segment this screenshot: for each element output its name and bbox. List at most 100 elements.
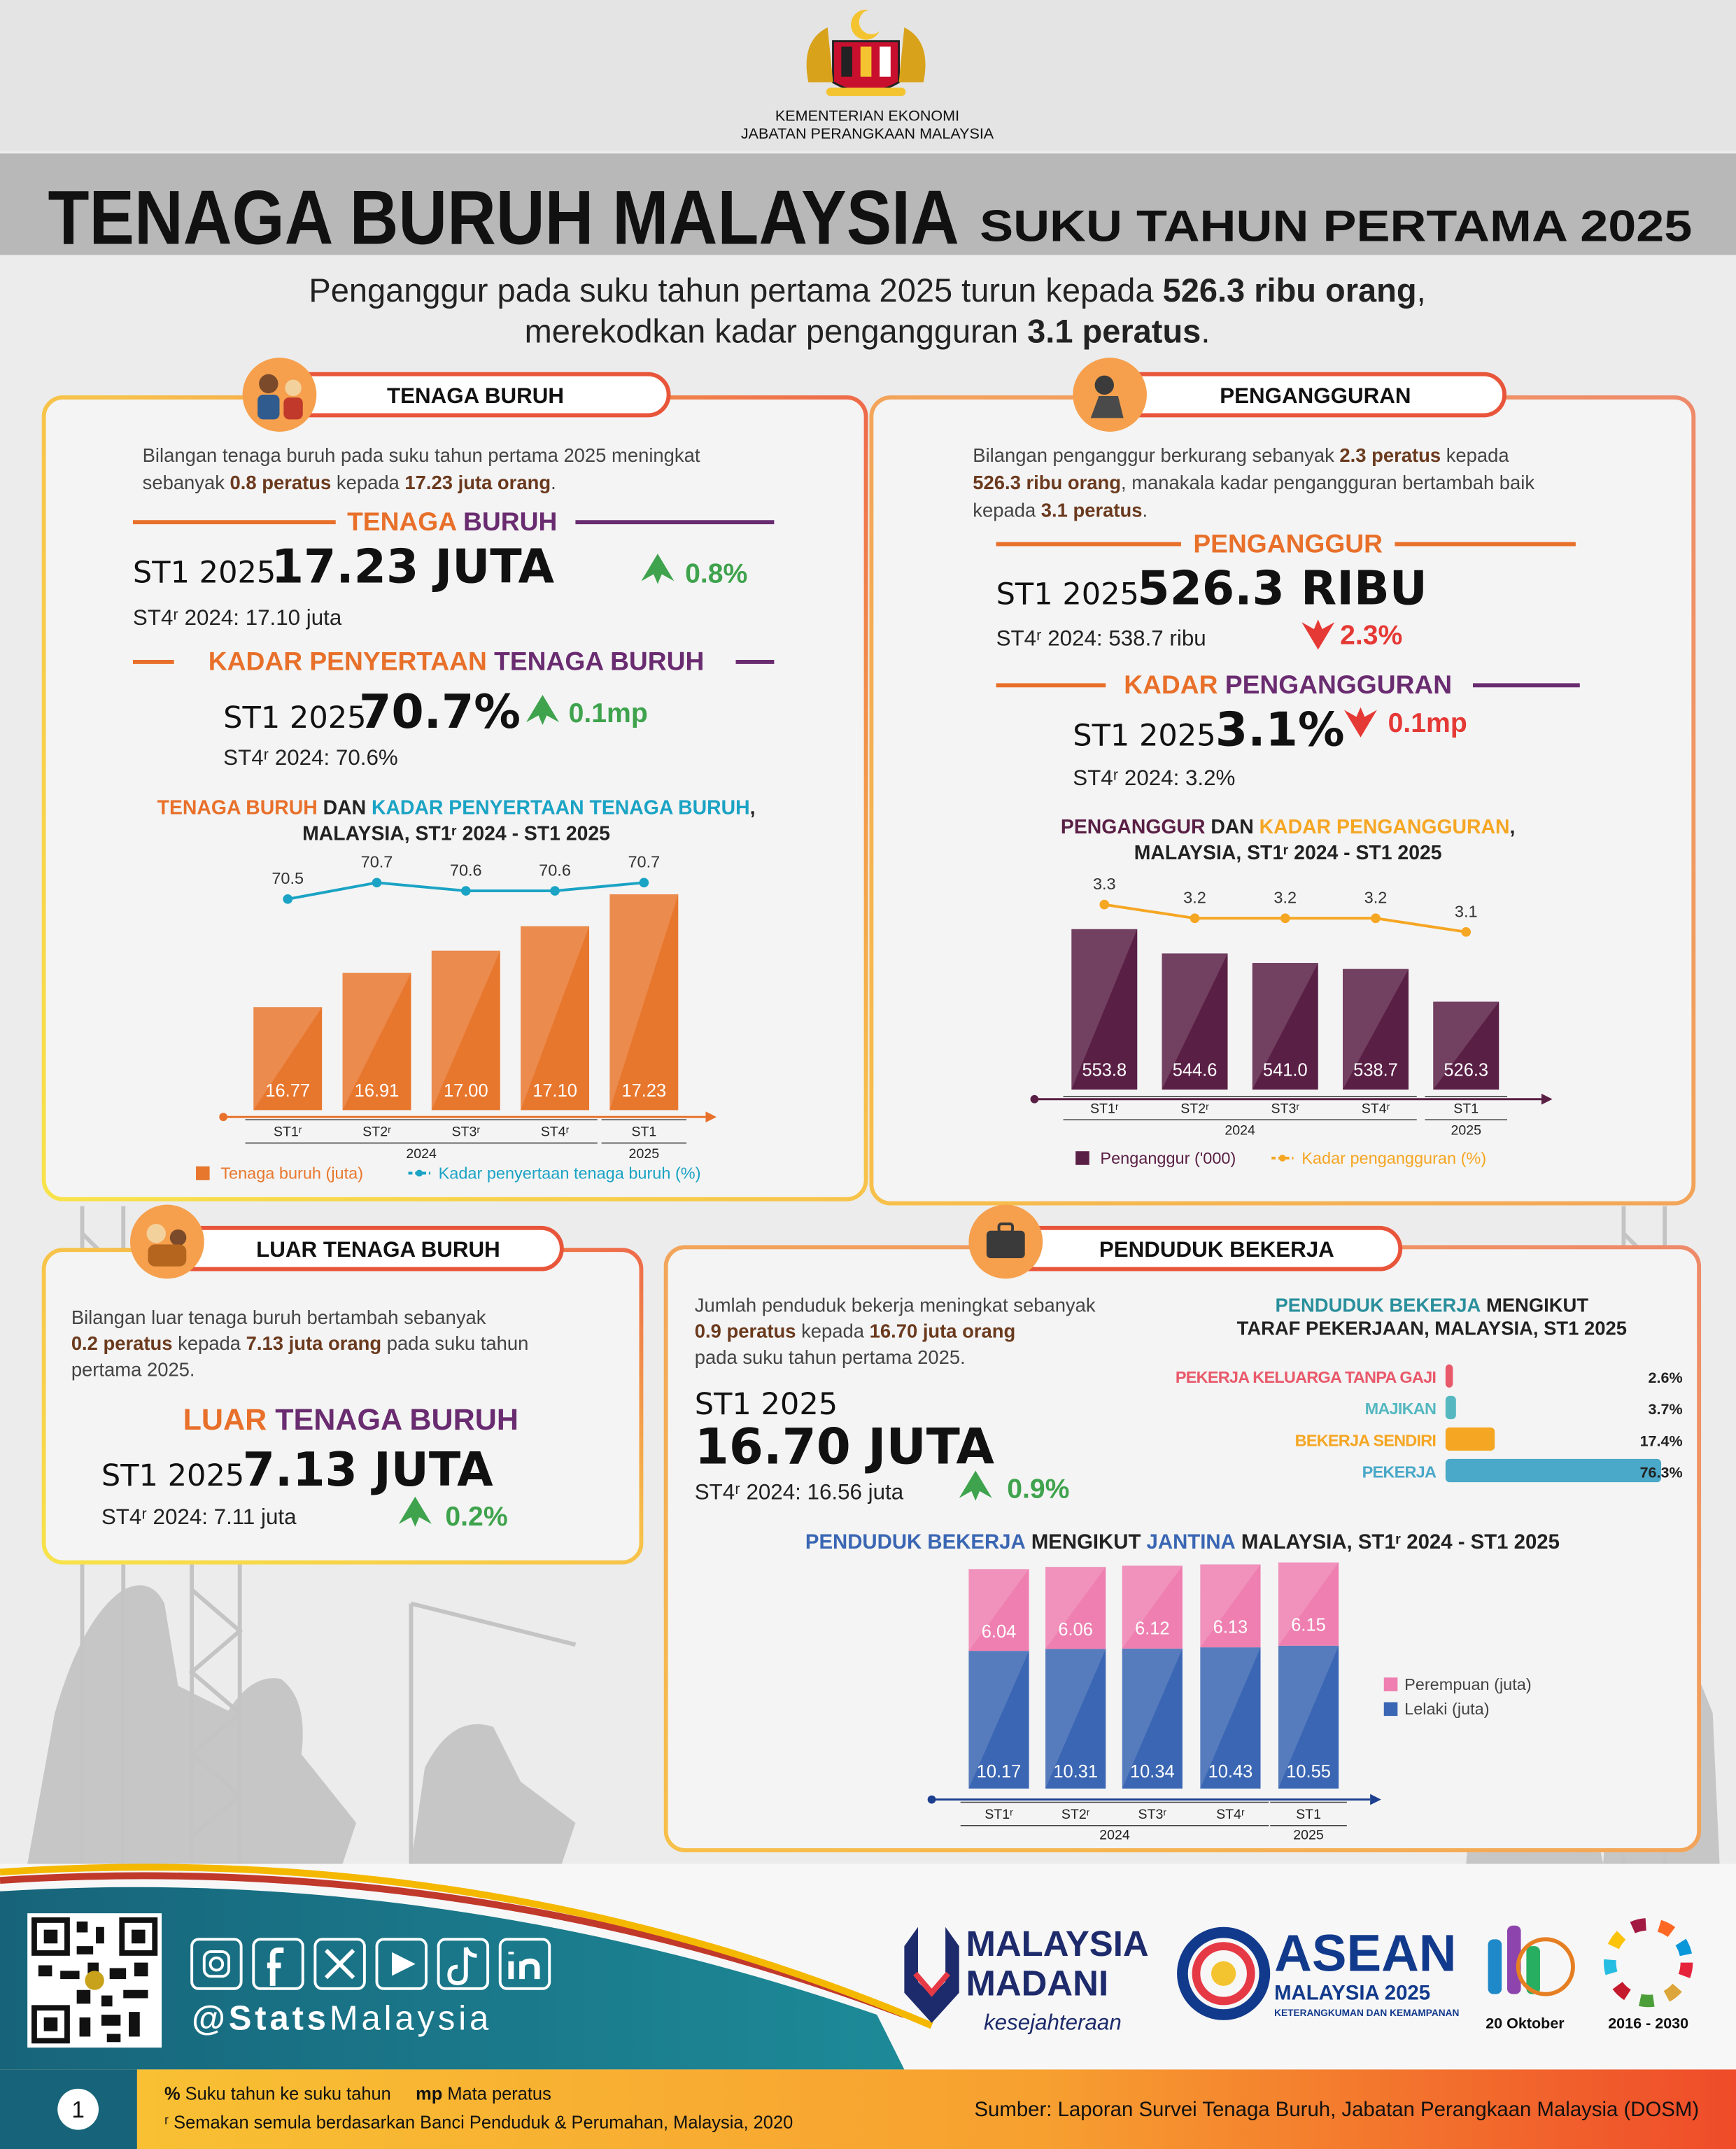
bar [521,926,590,1111]
text-span: MALAYSIA, ST1ʳ 2024 - ST1 2025 [302,823,610,845]
text-span: KADAR PENYERTAAN [209,647,494,676]
x-tick-label: ST1ʳ [1090,1101,1119,1116]
indicator-value: 16.70 JUTA [695,1418,995,1476]
logo-text: 2016 - 2030 [1608,2015,1688,2032]
logo-text: MADANI [966,1964,1109,2003]
chart-title: PENDUDUK BEKERJA MENGIKUT [1275,1294,1588,1316]
footnote: ʳ Semakan semula berdasarkan Banci Pendu… [164,2113,793,2133]
chart-title: PENGANGGUR DAN KADAR PENGANGGURAN, [1061,816,1515,838]
bar-shade [968,1569,1029,1651]
bar [1433,1001,1499,1090]
year-label: 2025 [1293,1827,1324,1842]
indicator-previous: ST4ʳ 2024: 70.6% [223,745,398,770]
main-title: TENAGA BURUH MALAYSIA [48,176,959,261]
bar [253,1007,323,1111]
section-summary: pertama 2025. [71,1358,195,1380]
legend-swatch [196,1166,210,1181]
x-axis-start [1030,1094,1039,1104]
indicator-value: 7.13 JUTA [243,1442,493,1497]
indicator-change: 0.8% [685,558,747,589]
year-label: 2024 [1099,1827,1130,1842]
bar [609,894,679,1111]
bar-shade [521,926,590,1111]
bar-value-label: 541.0 [1263,1060,1308,1080]
indicator-period: ST1 2025 [695,1387,838,1422]
text-span: Bilangan penganggur berkurang sebanyak [973,444,1339,466]
department: JABATAN PERANGKAAN MALAYSIA [741,125,994,142]
text-span: 0.9 peratus [695,1320,796,1342]
qr-code [27,1913,162,2048]
bar-segment [968,1569,1029,1651]
x-tick-label: ST1 [1296,1807,1321,1822]
x-tick-label: ST2ʳ [1061,1807,1090,1822]
text-span: 16.70 juta orang [870,1320,1016,1342]
bar-value-label: 2.6% [1649,1369,1683,1386]
text-span: , [1510,816,1516,838]
x-tick-label: ST2ʳ [362,1125,391,1140]
page-badge [57,2088,99,2130]
section-summary: 0.2 peratus kepada 7.13 juta orang pada … [71,1332,529,1354]
text-span: ʳ Semakan semula berdasarkan Banci Pendu… [164,2113,793,2133]
text-span: . [1143,499,1148,521]
indicator-heading: PENGANGGUR [1193,528,1383,558]
indicator-value: 3.1% [1215,702,1345,756]
text-span: DAN [318,796,372,819]
headline: Penganggur pada suku tahun pertama 2025 … [309,272,1425,309]
point-value-label: 3.1 [1455,902,1478,920]
text-span: . [1201,313,1210,350]
indicator-value: 70.7% [359,684,521,739]
text-span: TENAGA BURUH [157,796,318,819]
indicator-value: 17.23 JUTA [271,539,555,593]
section-title: PENDUDUK BEKERJA [1099,1237,1334,1262]
point-value-label: 70.6 [539,861,571,880]
bar-shade [1343,968,1409,1090]
year-label: 2024 [1225,1123,1255,1139]
text-span: 3.1 peratus [1027,313,1201,350]
indicator-period: ST1 2025 [133,555,276,590]
segment-value-label: 6.06 [1058,1620,1093,1640]
segment-value-label: 10.34 [1130,1762,1175,1782]
bar [431,950,500,1111]
text-span: merekodkan kadar pengangguran [525,313,1028,350]
x-tick-label: ST1ʳ [274,1125,302,1140]
bar-segment [1278,1562,1339,1646]
chart-title: TARAF PEKERJAAN, MALAYSIA, ST1 2025 [1237,1318,1627,1339]
text-span: Bilangan tenaga buruh pada suku tahun pe… [143,444,700,466]
text-span: MALAYSIA, ST1ʳ 2024 - ST1 2025 [1134,842,1442,864]
section-summary: kepada 3.1 peratus. [973,499,1148,521]
x-tick-label: ST4ʳ [1362,1101,1390,1116]
x-tick-label: ST1 [631,1125,656,1140]
bar-value-label: 538.7 [1353,1060,1398,1080]
logo-text: MALAYSIA [966,1924,1149,1964]
bar-value-label: 553.8 [1082,1060,1127,1080]
bar-shade [342,973,411,1111]
chart-title: PENDUDUK BEKERJA MENGIKUT JANTINA MALAYS… [805,1530,1560,1553]
text-span: sebanyak [143,472,230,493]
text-span: kepada [973,499,1041,521]
text-span: KADAR [1124,670,1225,699]
x-axis-start [927,1795,936,1804]
source: Sumber: Laporan Survei Tenaga Buruh, Jab… [974,2098,1699,2121]
line-point [372,878,382,888]
logo-text: ASEAN [1274,1924,1456,1982]
point-value-label: 70.6 [450,861,482,880]
indicator-change: 0.2% [445,1502,507,1532]
text-span: pada suku tahun [381,1332,528,1354]
bar-shade [1162,953,1228,1090]
trend-arrow [959,1470,992,1501]
x-tick-label: ST3ʳ [1138,1807,1167,1822]
legend-swatch [1075,1151,1089,1165]
logo-text: 20 Oktober [1486,2015,1565,2032]
point-value-label: 70.7 [628,853,660,871]
text-span: PENDUDUK BEKERJA [1275,1294,1481,1316]
indicator-previous: ST4ʳ 2024: 7.11 juta [101,1505,297,1529]
line-point [1099,899,1110,910]
x-tick-label: ST3ʳ [451,1125,480,1140]
text-span: @Stats [192,2000,330,2038]
ministry: KEMENTERIAN EKONOMI [775,107,959,124]
segment-value-label: 6.12 [1135,1619,1170,1638]
text-span: Bilangan luar tenaga buruh bertambah seb… [71,1306,486,1328]
legend-swatch [1383,1677,1398,1691]
